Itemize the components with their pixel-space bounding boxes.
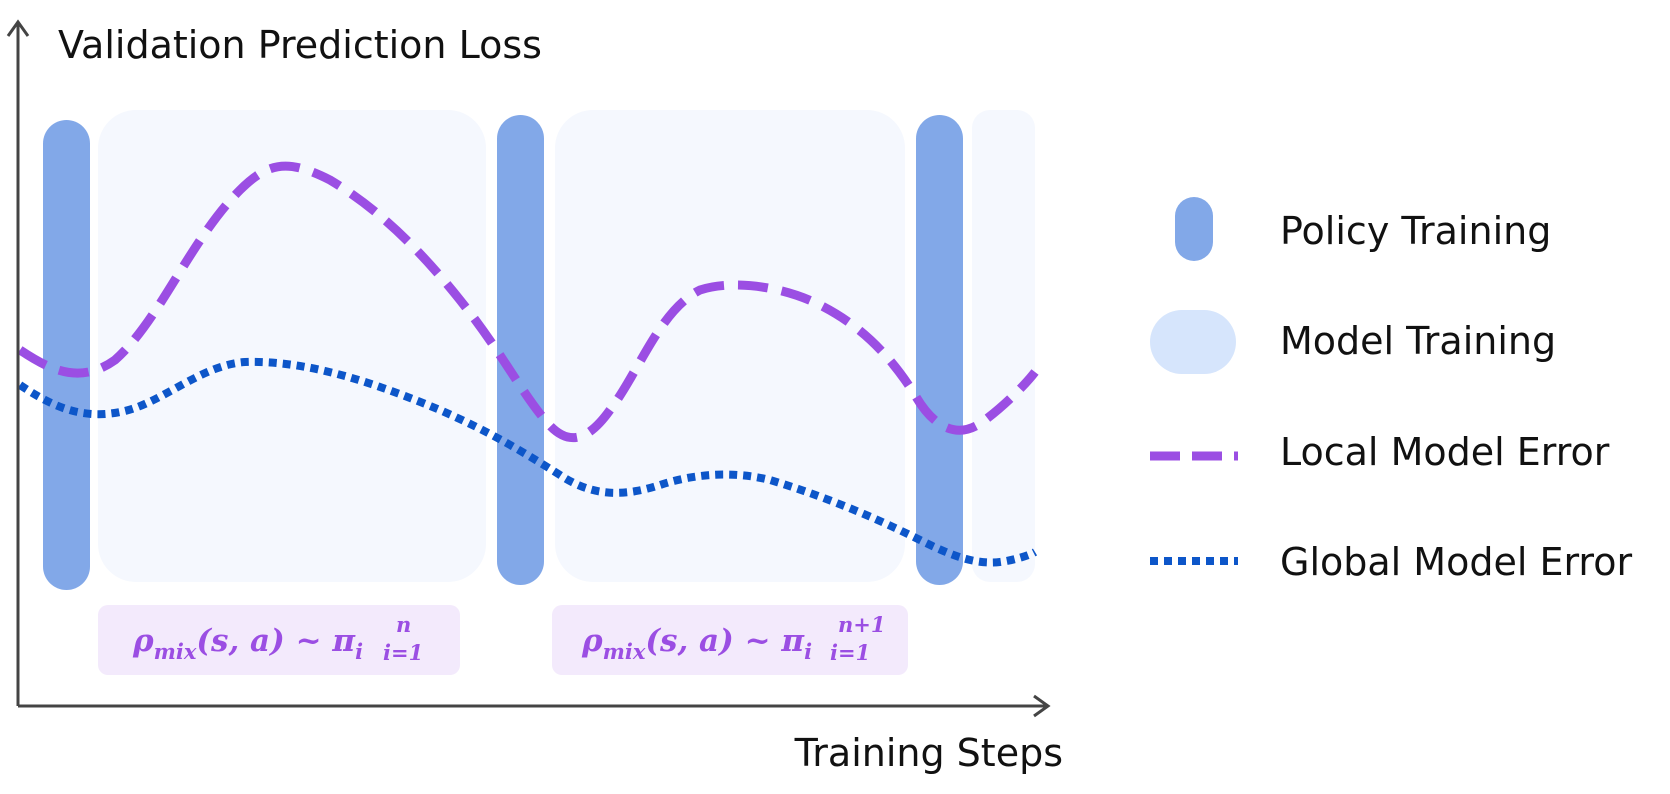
policy-training-bar-1 <box>43 120 90 590</box>
formula-2-main: ρ <box>581 623 603 659</box>
legend-model-label: Model Training <box>1280 319 1556 363</box>
formula-1-sub: mix <box>154 639 197 664</box>
formula-box-1 <box>98 605 460 675</box>
legend-model-symbol <box>1150 310 1236 374</box>
formula-box-2 <box>552 605 908 675</box>
formula-1-main: ρ <box>132 623 154 659</box>
formula-1-lower: i=1 <box>383 640 423 665</box>
y-axis-arrowhead <box>6 19 30 37</box>
model-training-region-2 <box>555 110 905 582</box>
formula-2: ρmix(s, a) ~ πi <box>581 623 812 664</box>
formula-1: ρmix(s, a) ~ πi <box>132 623 363 664</box>
formula-2-lower: i=1 <box>830 640 870 665</box>
legend-policy-symbol <box>1175 197 1213 261</box>
model-training-region-3 <box>972 110 1035 582</box>
legend-policy-label: Policy Training <box>1280 209 1551 253</box>
formula-2-upper: n+1 <box>838 612 885 637</box>
formula-1-args: (s, a) ~ π <box>196 623 356 659</box>
formula-2-args: (s, a) ~ π <box>645 623 805 659</box>
y-axis-label: Validation Prediction Loss <box>58 23 542 67</box>
local-model-error-curve <box>17 161 1039 442</box>
policy-training-bar-2 <box>497 115 544 585</box>
policy-training-bar-3 <box>916 115 963 585</box>
legend-local-label: Local Model Error <box>1280 430 1610 474</box>
formula-1-pi-sub: i <box>355 639 363 664</box>
x-axis-arrowhead <box>1033 694 1051 718</box>
global-model-error-curve <box>17 357 1038 567</box>
formula-2-sub: mix <box>603 639 646 664</box>
legend: Policy Training Model Training Local Mod… <box>1150 197 1632 584</box>
formula-1-upper: n <box>396 612 411 637</box>
formula-2-pi-sub: i <box>804 639 812 664</box>
legend-global-label: Global Model Error <box>1280 540 1632 584</box>
x-axis-label: Training Steps <box>794 731 1063 775</box>
model-training-region-1 <box>98 110 486 582</box>
